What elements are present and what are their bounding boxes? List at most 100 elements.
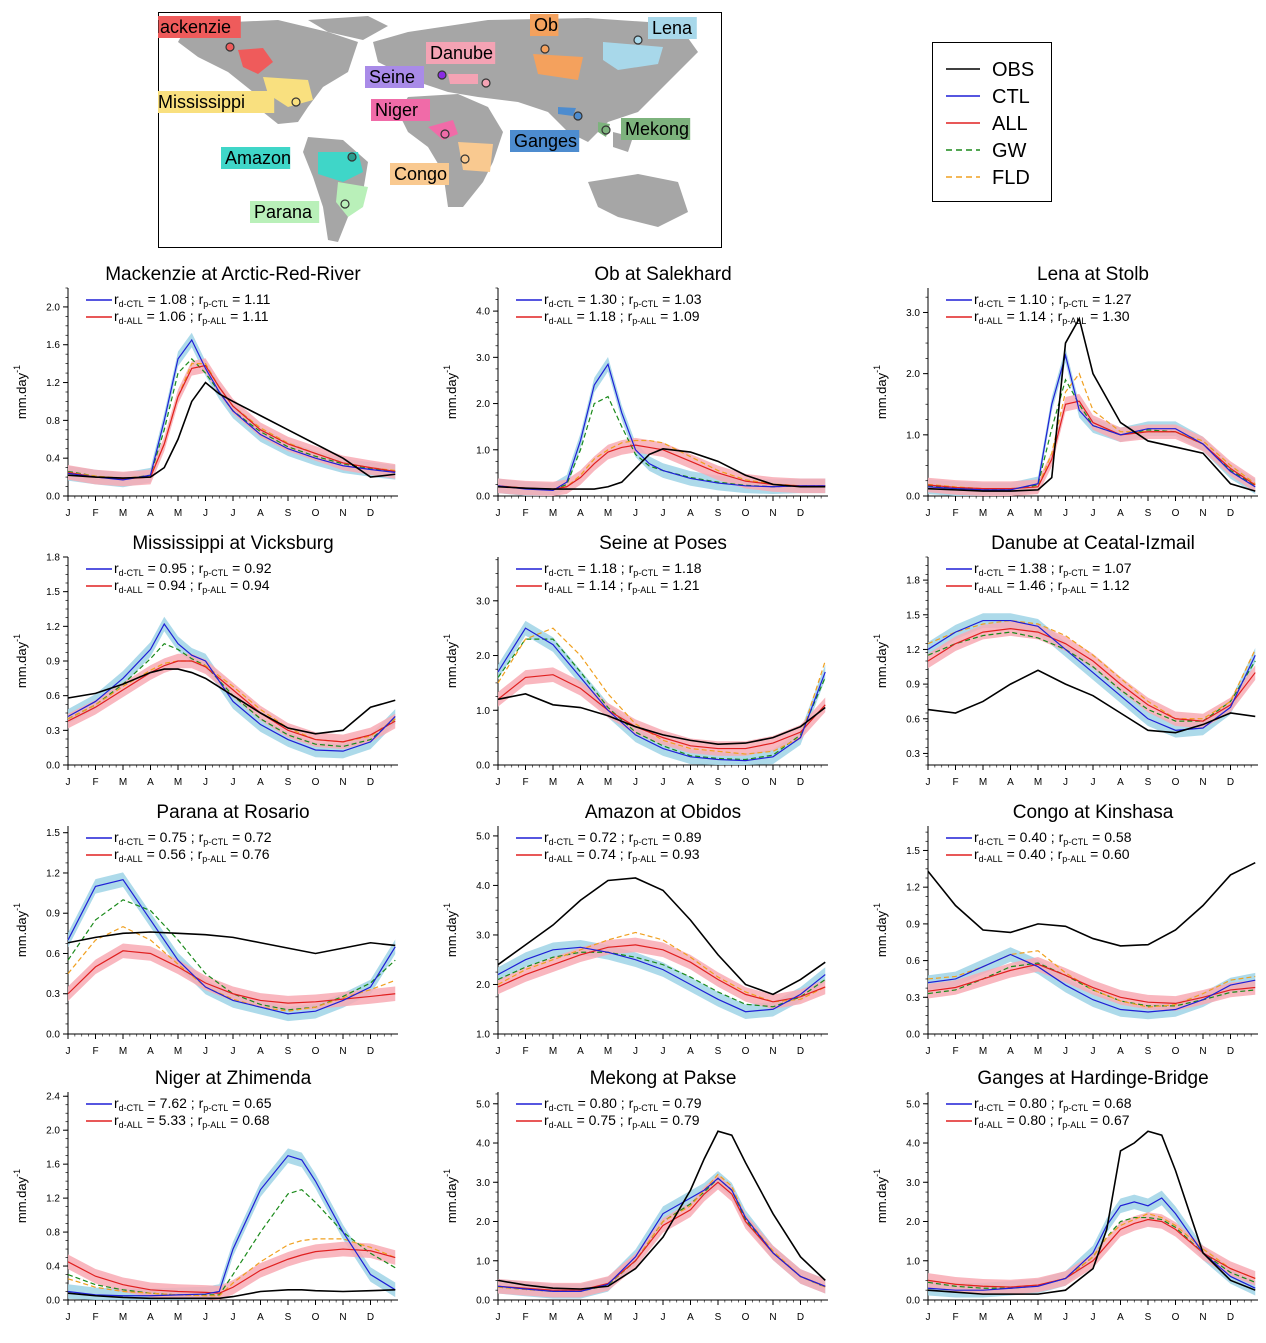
x-tick-label: N bbox=[339, 1312, 346, 1323]
x-tick-label: J bbox=[661, 777, 666, 788]
series-ctl bbox=[497, 1177, 826, 1292]
stat-value-d: 1.46 bbox=[1019, 577, 1046, 593]
x-tick-label: A bbox=[577, 1046, 584, 1057]
band-ctl bbox=[928, 947, 1256, 1020]
x-tick-label: N bbox=[769, 777, 776, 788]
stat-text-all: rd-ALL = 1.14 ; rp-ALL = 1.21 bbox=[544, 577, 700, 595]
map-label-congo: Congo bbox=[390, 163, 449, 185]
x-tick-label: F bbox=[92, 1312, 98, 1323]
x-tick-label: A bbox=[1117, 777, 1124, 788]
x-tick-label: A bbox=[147, 1312, 154, 1323]
hydrograph-niger-at-zhimenda: Niger at Zhimenda 0.0 0.4 0.8 1.2 1.6 2.0 2.4 mm… bbox=[12, 1068, 398, 1323]
x-tick-label: J bbox=[1063, 1312, 1068, 1323]
y-axis-label: mm.day-1 bbox=[12, 365, 29, 419]
stat-value-d: 0.75 bbox=[589, 1112, 616, 1128]
x-tick-label: J bbox=[633, 777, 638, 788]
x-tick-label: A bbox=[687, 508, 694, 519]
series-obs bbox=[927, 316, 1256, 492]
hydrograph-ob-at-salekhard: Ob at Salekhard 0.0 1.0 2.0 3.0 4.0 mm.day-1 J F… bbox=[442, 264, 828, 519]
series-fld bbox=[927, 619, 1256, 720]
stat-value-d: 1.18 bbox=[590, 560, 617, 576]
band-all bbox=[68, 1241, 396, 1300]
y-tick-label: 2.0 bbox=[46, 1126, 60, 1137]
map-label-ganges: Ganges bbox=[510, 130, 580, 152]
x-tick-label: O bbox=[1172, 1312, 1180, 1323]
panel-mackenzie-at-arctic-red-river: Mackenzie at Arctic-Red-River 0.0 0.4 0.8 1.… bbox=[0, 264, 400, 534]
map-label-seine: Seine bbox=[365, 66, 424, 88]
series-all bbox=[927, 1218, 1256, 1288]
band-all bbox=[928, 393, 1256, 496]
stat-value-p: 0.67 bbox=[1102, 1112, 1129, 1128]
stat-value-p: 1.21 bbox=[672, 577, 699, 593]
stat-value-p: 0.68 bbox=[242, 1112, 269, 1128]
y-tick-label: 5.0 bbox=[476, 831, 490, 842]
stat-value-p: 1.18 bbox=[674, 560, 701, 576]
panel-title: Lena at Stolb bbox=[1037, 264, 1149, 285]
x-tick-label: F bbox=[92, 1046, 98, 1057]
x-tick-label: A bbox=[687, 1312, 694, 1323]
stat-value-d: 0.94 bbox=[159, 577, 186, 593]
stat-value-p: 0.76 bbox=[242, 846, 269, 862]
x-tick-label: D bbox=[1227, 1046, 1234, 1057]
stat-value-p: 1.30 bbox=[1102, 308, 1129, 324]
y-axis-label-exp: -1 bbox=[12, 903, 22, 911]
map-label-text: Parana bbox=[254, 202, 313, 222]
x-tick-label: N bbox=[1199, 508, 1206, 519]
x-tick-label: A bbox=[1007, 777, 1014, 788]
x-tick-label: J bbox=[66, 1046, 71, 1057]
y-tick-label: 3.0 bbox=[906, 1178, 920, 1189]
x-tick-label: N bbox=[1199, 777, 1206, 788]
series-ctl bbox=[497, 627, 826, 762]
x-tick-label: J bbox=[496, 1046, 501, 1057]
x-tick-label: M bbox=[549, 777, 557, 788]
series-obs bbox=[67, 931, 396, 955]
map-label-niger: Niger bbox=[371, 99, 430, 121]
y-tick-label: 0.0 bbox=[906, 492, 920, 503]
map-label-mackenzie: Mackenzie bbox=[158, 16, 241, 38]
series-gw bbox=[497, 638, 826, 761]
x-tick-label: M bbox=[1034, 1046, 1042, 1057]
y-axis-label: mm.day-1 bbox=[872, 1169, 889, 1223]
map-label-text: Mississippi bbox=[158, 92, 245, 112]
legend-label: FLD bbox=[992, 167, 1030, 189]
y-tick-label: 5.0 bbox=[476, 1099, 490, 1110]
y-axis-label-unit: mm.day bbox=[14, 372, 29, 419]
band-all bbox=[498, 437, 826, 496]
x-tick-label: J bbox=[496, 777, 501, 788]
stat-text-all: rd-ALL = 5.33 ; rp-ALL = 0.68 bbox=[114, 1112, 270, 1130]
stat-value-d: 7.62 bbox=[160, 1095, 187, 1111]
y-tick-label: 2.0 bbox=[476, 980, 490, 991]
stat-text-ctl: rd-CTL = 1.30 ; rp-CTL = 1.03 bbox=[544, 291, 702, 309]
map-label-text: Danube bbox=[430, 43, 493, 63]
y-tick-label: 2.0 bbox=[476, 1217, 490, 1228]
y-tick-label: 0.9 bbox=[46, 909, 60, 920]
x-tick-label: J bbox=[1091, 1046, 1096, 1057]
y-tick-label: 4.0 bbox=[476, 881, 490, 892]
y-tick-label: 0.3 bbox=[46, 989, 60, 1000]
x-tick-label: J bbox=[231, 508, 236, 519]
stat-value-p: 1.07 bbox=[1104, 560, 1131, 576]
y-axis-label-exp: -1 bbox=[442, 1169, 452, 1177]
x-tick-label: J bbox=[203, 777, 208, 788]
panel-danube-at-ceatal-izmail: Danube at Ceatal-Izmail 0.3 0.6 0.9 1.2 1.5 1.… bbox=[860, 533, 1260, 803]
hydrograph-lena-at-stolb: Lena at Stolb 0.0 1.0 2.0 3.0 mm.day-1 J F M A M J J… bbox=[872, 264, 1258, 519]
y-tick-label: 0.0 bbox=[46, 761, 60, 772]
x-tick-label: N bbox=[339, 777, 346, 788]
panel-mississippi-at-vicksburg: Mississippi at Vicksburg 0.0 0.3 0.6 0.9 1.2 1… bbox=[0, 533, 400, 803]
series-gw bbox=[497, 1177, 826, 1292]
stat-value-d: 1.08 bbox=[160, 291, 187, 307]
hydrograph-congo-at-kinshasa: Congo at Kinshasa 0.0 0.3 0.6 0.9 1.2 1.5 mm.da… bbox=[872, 802, 1258, 1057]
stat-value-p: 0.58 bbox=[1104, 829, 1131, 845]
panel-niger-at-zhimenda: Niger at Zhimenda 0.0 0.4 0.8 1.2 1.6 2.0 2.4 mm… bbox=[0, 1068, 400, 1338]
hydrograph-ganges-at-hardinge-bridge: Ganges at Hardinge-Bridge 0.0 1.0 2.0 3.0 4.0… bbox=[872, 1068, 1258, 1323]
series-ctl bbox=[927, 1197, 1256, 1291]
x-tick-label: O bbox=[742, 1046, 750, 1057]
y-tick-label: 1.2 bbox=[46, 1194, 60, 1205]
x-tick-label: J bbox=[66, 777, 71, 788]
x-tick-label: S bbox=[715, 508, 722, 519]
y-axis-label-unit: mm.day bbox=[444, 372, 459, 419]
stat-value-d: 0.95 bbox=[160, 560, 187, 576]
x-tick-label: M bbox=[979, 508, 987, 519]
stat-value-p: 0.93 bbox=[672, 846, 699, 862]
stat-value-p: 0.72 bbox=[244, 829, 271, 845]
